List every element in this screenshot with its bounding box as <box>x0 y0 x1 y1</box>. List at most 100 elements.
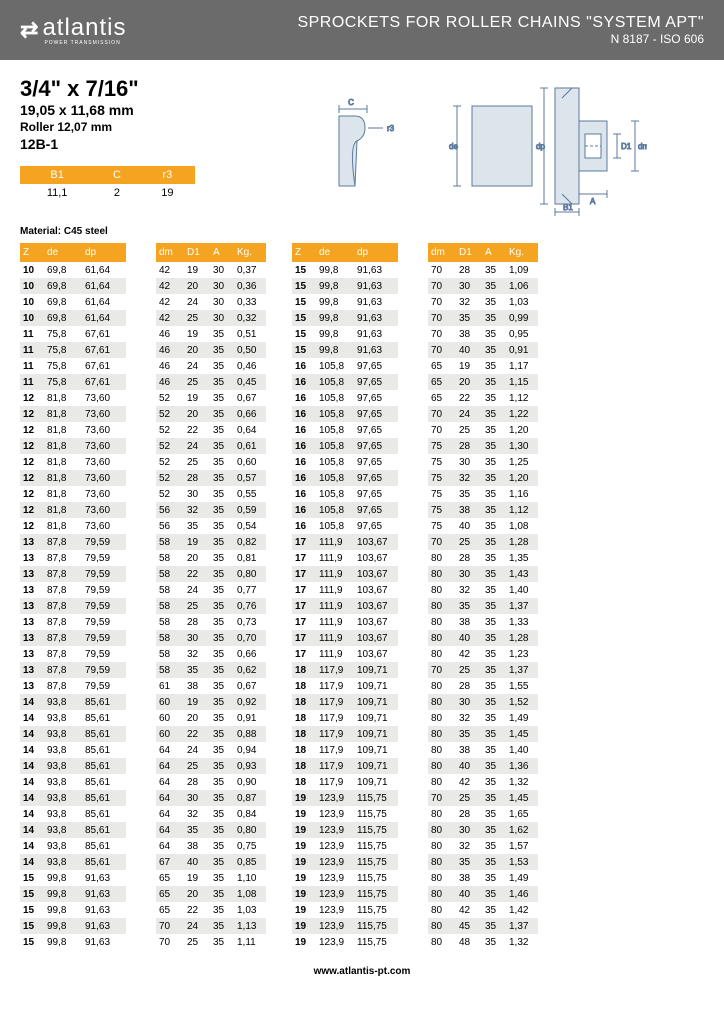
table-row: 16105,897,656520351,15 <box>292 374 538 390</box>
table-row: 1599,891,637035350,99 <box>292 310 538 326</box>
table-row: 1599,891,637025351,11 <box>20 934 266 950</box>
logo: ⇄ atlantis POWER TRANSMISSION <box>20 14 126 46</box>
table-row: 18117,9109,718030351,52 <box>292 694 538 710</box>
table-row: 16105,897,657538351,12 <box>292 502 538 518</box>
table-row: 1387,879,595832350,66 <box>20 646 266 662</box>
table-row: 1599,891,637032351,03 <box>292 294 538 310</box>
diagram-tooth: C r3 <box>297 91 407 201</box>
table-row: 1493,885,616740350,85 <box>20 854 266 870</box>
spec-roller: Roller 12,07 mm <box>20 120 220 134</box>
table-row: 17111,9103,678035351,37 <box>292 598 538 614</box>
table-row: 1493,885,616438350,75 <box>20 838 266 854</box>
table-row: 19123,9115,758040351,46 <box>292 886 538 902</box>
table-row: 1599,891,637028351,09 <box>292 262 538 278</box>
right-table: ZdedpdmD1AKg.1599,891,637028351,091599,8… <box>292 243 538 950</box>
table-row: 1493,885,616435350,80 <box>20 822 266 838</box>
mini-th: B1 <box>20 166 94 184</box>
table-row: 18117,9109,718028351,55 <box>292 678 538 694</box>
table-row: 1175,867,614620350,50 <box>20 342 266 358</box>
table-row: 1493,885,616428350,90 <box>20 774 266 790</box>
table-row: 17111,9103,678038351,33 <box>292 614 538 630</box>
table-row: 1599,891,636519351,10 <box>20 870 266 886</box>
table-row: 1281,873,605225350,60 <box>20 454 266 470</box>
table-row: 16105,897,657528351,30 <box>292 438 538 454</box>
table-row: 19123,9115,758030351,62 <box>292 822 538 838</box>
table-row: 1493,885,616019350,92 <box>20 694 266 710</box>
table-row: 1387,879,595830350,70 <box>20 630 266 646</box>
table-row: 1069,861,644219300,37 <box>20 262 266 278</box>
spec-sub: 19,05 x 11,68 mm <box>20 102 220 118</box>
table-row: 1599,891,637030351,06 <box>292 278 538 294</box>
material-label: Material: C45 steel <box>20 226 704 237</box>
table-row: 1069,861,644220300,36 <box>20 278 266 294</box>
table-row: 1599,891,636520351,08 <box>20 886 266 902</box>
table-row: 1281,873,605230350,55 <box>20 486 266 502</box>
table-row: 16105,897,657535351,16 <box>292 486 538 502</box>
table-row: 19123,9115,758045351,37 <box>292 918 538 934</box>
svg-text:de: de <box>449 142 458 151</box>
table-row: 1599,891,637040350,91 <box>292 342 538 358</box>
table-row: 16105,897,657024351,22 <box>292 406 538 422</box>
header: ⇄ atlantis POWER TRANSMISSION SPROCKETS … <box>0 0 724 60</box>
table-row: 19123,9115,758032351,57 <box>292 838 538 854</box>
table-row: 1493,885,616425350,93 <box>20 758 266 774</box>
table-row: 1599,891,636522351,03 <box>20 902 266 918</box>
table-row: 1387,879,595820350,81 <box>20 550 266 566</box>
table-row: 1387,879,595822350,80 <box>20 566 266 582</box>
table-row: 1599,891,637024351,13 <box>20 918 266 934</box>
table-row: 16105,897,656519351,17 <box>292 358 538 374</box>
table-row: 1387,879,595824350,77 <box>20 582 266 598</box>
table-row: 17111,9103,678028351,35 <box>292 550 538 566</box>
table-row: 1493,885,616424350,94 <box>20 742 266 758</box>
table-row: 19123,9115,758028351,65 <box>292 806 538 822</box>
left-table: ZdedpdmD1AKg.1069,861,644219300,371069,8… <box>20 243 266 950</box>
table-row: 16105,897,657025351,20 <box>292 422 538 438</box>
table-row: 18117,9109,718042351,32 <box>292 774 538 790</box>
table-row: 18117,9109,718035351,45 <box>292 726 538 742</box>
table-row: 1281,873,605635350,54 <box>20 518 266 534</box>
svg-text:dp: dp <box>536 142 545 151</box>
svg-text:B1: B1 <box>563 203 573 212</box>
table-row: 1281,873,605220350,66 <box>20 406 266 422</box>
table-row: 1493,885,616022350,88 <box>20 726 266 742</box>
header-subtitle: N 8187 - ISO 606 <box>297 32 704 46</box>
table-row: 18117,9109,718032351,49 <box>292 710 538 726</box>
header-title: SPROCKETS FOR ROLLER CHAINS "SYSTEM APT" <box>297 14 704 32</box>
table-row: 1175,867,614625350,45 <box>20 374 266 390</box>
table-row: 16105,897,657540351,08 <box>292 518 538 534</box>
svg-text:A: A <box>590 197 596 206</box>
table-row: 16105,897,657530351,25 <box>292 454 538 470</box>
mini-th: C <box>94 166 139 184</box>
brand-name: atlantis <box>42 14 126 42</box>
table-row: 17111,9103,678040351,28 <box>292 630 538 646</box>
mini-td: 2 <box>94 184 139 202</box>
spec-main: 3/4" x 7/16" <box>20 76 220 102</box>
table-row: 17111,9103,678042351,23 <box>292 646 538 662</box>
table-row: 17111,9103,678032351,40 <box>292 582 538 598</box>
table-row: 18117,9109,718040351,36 <box>292 758 538 774</box>
table-row: 1281,873,605224350,61 <box>20 438 266 454</box>
table-row: 19123,9115,758048351,32 <box>292 934 538 950</box>
table-row: 1493,885,616430350,87 <box>20 790 266 806</box>
table-row: 1281,873,605632350,59 <box>20 502 266 518</box>
header-right: SPROCKETS FOR ROLLER CHAINS "SYSTEM APT"… <box>297 14 704 46</box>
content: 3/4" x 7/16" 19,05 x 11,68 mm Roller 12,… <box>0 60 724 958</box>
svg-text:dm: dm <box>638 142 647 151</box>
spec-code: 12B-1 <box>20 136 220 152</box>
table-row: 19123,9115,757025351,45 <box>292 790 538 806</box>
table-row: 19123,9115,758038351,49 <box>292 870 538 886</box>
table-row: 1175,867,614624350,46 <box>20 358 266 374</box>
table-row: 16105,897,656522351,12 <box>292 390 538 406</box>
table-row: 19123,9115,758035351,53 <box>292 854 538 870</box>
tables: ZdedpdmD1AKg.1069,861,644219300,371069,8… <box>20 243 704 950</box>
diagrams: C r3 de dp <box>240 76 704 216</box>
mini-th: r3 <box>140 166 195 184</box>
table-row: 1387,879,596138350,67 <box>20 678 266 694</box>
table-row: 1281,873,605219350,67 <box>20 390 266 406</box>
specs: 3/4" x 7/16" 19,05 x 11,68 mm Roller 12,… <box>20 76 220 216</box>
diagram-sprocket: de dp D1 dm B1 A <box>437 76 647 216</box>
mini-td: 11,1 <box>20 184 94 202</box>
svg-text:D1: D1 <box>621 142 632 151</box>
footer: www.atlantis-pt.com <box>0 958 724 993</box>
table-row: 1387,879,595828350,73 <box>20 614 266 630</box>
